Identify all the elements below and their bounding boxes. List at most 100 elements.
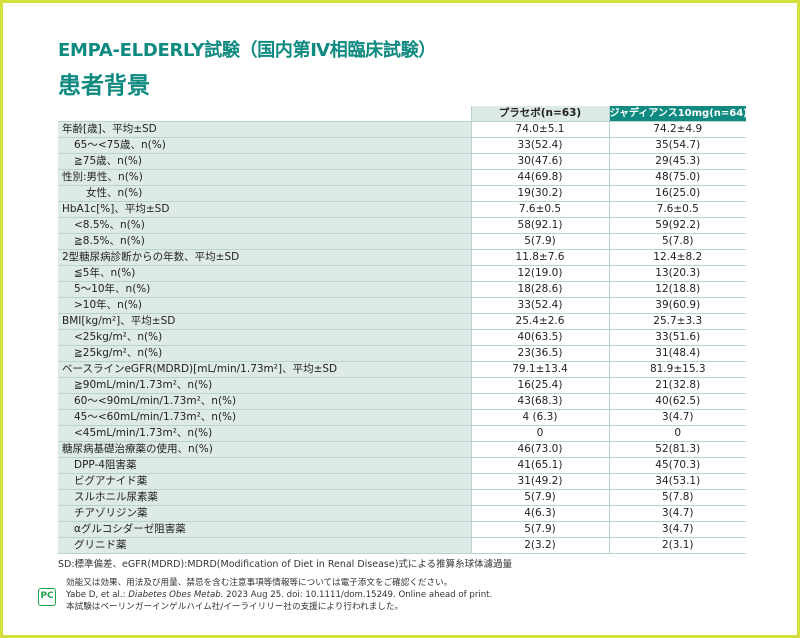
row-label: 糖尿病基礎治療薬の使用、n(%) <box>58 441 471 458</box>
jardiance-value: 33(51.6) <box>608 329 746 346</box>
jardiance-value: 12.4±8.2 <box>608 249 746 266</box>
table-row: ≧8.5%、n(%) 5(7.9) 5(7.8) <box>58 233 746 250</box>
placebo-value: 46(73.0) <box>470 441 609 458</box>
row-label: ≦5年、n(%) <box>58 265 471 282</box>
row-label: チアゾリジン薬 <box>58 505 471 522</box>
table-row: αグルコシダーゼ阻害薬 5(7.9) 3(4.7) <box>58 521 746 538</box>
placebo-value: 79.1±13.4 <box>470 361 609 378</box>
reference-line-3: 本試験はベーリンガーインゲルハイム社/イーライリリー社の支援により行われました。 <box>66 602 404 612</box>
row-label: 60～<90mL/min/1.73m²、n(%) <box>58 393 471 410</box>
table-row: 45～<60mL/min/1.73m²、n(%) 4 (6.3) 3(4.7) <box>58 409 746 426</box>
table-row: <45mL/min/1.73m²、n(%) 0 0 <box>58 425 746 442</box>
placebo-value: 12(19.0) <box>470 265 609 282</box>
placebo-value: 23(36.5) <box>470 345 609 362</box>
row-label: 年齢[歳]、平均±SD <box>58 121 471 138</box>
row-label: BMI[kg/m²]、平均±SD <box>58 313 471 330</box>
row-label: 5～10年、n(%) <box>58 281 471 298</box>
table-row: <8.5%、n(%) 58(92.1) 59(92.2) <box>58 217 746 234</box>
row-label: ≧75歳、n(%) <box>58 153 471 170</box>
table-row: スルホニル尿素薬 5(7.9) 5(7.8) <box>58 489 746 506</box>
jardiance-value: 81.9±15.3 <box>608 361 746 378</box>
baseline-table: プラセボ(n=63) ジャディアンス10mg(n=64) 年齢[歳]、平均±SD… <box>58 106 746 554</box>
placebo-value: 19(30.2) <box>470 185 609 202</box>
reference-line-1: 効能又は効果、用法及び用量、禁忌を含む注意事項等情報等については電子添文をご確認… <box>66 578 453 588</box>
jardiance-value: 16(25.0) <box>608 185 746 202</box>
placebo-value: 2(3.2) <box>470 537 609 554</box>
row-label: >10年、n(%) <box>58 297 471 314</box>
row-label: HbA1c[%]、平均±SD <box>58 201 471 218</box>
jardiance-value: 45(70.3) <box>608 457 746 474</box>
placebo-value: 74.0±5.1 <box>470 121 609 138</box>
table-row: 5～10年、n(%) 18(28.6) 12(18.8) <box>58 281 746 298</box>
jardiance-value: 31(48.4) <box>608 345 746 362</box>
table-row: ≦5年、n(%) 12(19.0) 13(20.3) <box>58 265 746 282</box>
table-row: 女性、n(%) 19(30.2) 16(25.0) <box>58 185 746 202</box>
jardiance-value: 74.2±4.9 <box>608 121 746 138</box>
row-label: ビグアナイド薬 <box>58 473 471 490</box>
row-label: ≧25kg/m²、n(%) <box>58 345 471 362</box>
row-label: ≧90mL/min/1.73m²、n(%) <box>58 377 471 394</box>
row-label: <8.5%、n(%) <box>58 217 471 234</box>
table-row: 性別:男性、n(%) 44(69.8) 48(75.0) <box>58 169 746 186</box>
table-header-row: プラセボ(n=63) ジャディアンス10mg(n=64) <box>58 106 746 122</box>
jardiance-value: 3(4.7) <box>608 409 746 426</box>
table-row: ≧75歳、n(%) 30(47.6) 29(45.3) <box>58 153 746 170</box>
jardiance-value: 48(75.0) <box>608 169 746 186</box>
placebo-value: 30(47.6) <box>470 153 609 170</box>
jardiance-value: 35(54.7) <box>608 137 746 154</box>
row-label: 65～<75歳、n(%) <box>58 137 471 154</box>
placebo-value: 7.6±0.5 <box>470 201 609 218</box>
jardiance-value: 5(7.8) <box>608 489 746 506</box>
jardiance-value: 40(62.5) <box>608 393 746 410</box>
jardiance-value: 2(3.1) <box>608 537 746 554</box>
row-label: <25kg/m²、n(%) <box>58 329 471 346</box>
reference-journal: Diabetes Obes Metab. <box>128 590 224 600</box>
table-row: グリニド薬 2(3.2) 2(3.1) <box>58 537 746 554</box>
row-label: グリニド薬 <box>58 537 471 554</box>
placebo-value: 5(7.9) <box>470 233 609 250</box>
row-label: スルホニル尿素薬 <box>58 489 471 506</box>
reference-line-2: Yabe D, et al.: Diabetes Obes Metab. 202… <box>66 589 492 601</box>
header-blank <box>58 106 471 122</box>
jardiance-value: 3(4.7) <box>608 521 746 538</box>
placebo-value: 5(7.9) <box>470 489 609 506</box>
placebo-value: 44(69.8) <box>470 169 609 186</box>
jardiance-value: 52(81.3) <box>608 441 746 458</box>
placebo-value: 18(28.6) <box>470 281 609 298</box>
jardiance-value: 59(92.2) <box>608 217 746 234</box>
page-subtitle: 患者背景 <box>58 73 150 99</box>
table-row: ビグアナイド薬 31(49.2) 34(53.1) <box>58 473 746 490</box>
table-row: ベースラインeGFR(MDRD)[mL/min/1.73m²]、平均±SD 79.… <box>58 361 746 378</box>
jardiance-value: 12(18.8) <box>608 281 746 298</box>
placebo-value: 4 (6.3) <box>470 409 609 426</box>
jardiance-value: 29(45.3) <box>608 153 746 170</box>
jardiance-value: 39(60.9) <box>608 297 746 314</box>
table-row: 60～<90mL/min/1.73m²、n(%) 43(68.3) 40(62.5) <box>58 393 746 410</box>
jardiance-value: 0 <box>608 425 746 442</box>
table-row: 年齢[歳]、平均±SD 74.0±5.1 74.2±4.9 <box>58 121 746 138</box>
placebo-value: 4(6.3) <box>470 505 609 522</box>
page-title: EMPA-ELDERLY試験（国内第Ⅳ相臨床試験） <box>58 40 436 61</box>
reference-details: 2023 Aug 25. doi: 10.1111/dom.15249. Onl… <box>223 590 493 600</box>
table-row: BMI[kg/m²]、平均±SD 25.4±2.6 25.7±3.3 <box>58 313 746 330</box>
table-row: HbA1c[%]、平均±SD 7.6±0.5 7.6±0.5 <box>58 201 746 218</box>
jardiance-value: 3(4.7) <box>608 505 746 522</box>
reference-authors: Yabe D, et al.: <box>66 590 129 600</box>
placebo-value: 33(52.4) <box>470 137 609 154</box>
jardiance-value: 13(20.3) <box>608 265 746 282</box>
table-row: ≧25kg/m²、n(%) 23(36.5) 31(48.4) <box>58 345 746 362</box>
placebo-value: 25.4±2.6 <box>470 313 609 330</box>
table-row: チアゾリジン薬 4(6.3) 3(4.7) <box>58 505 746 522</box>
row-label: 2型糖尿病診断からの年数、平均±SD <box>58 249 471 266</box>
row-label: <45mL/min/1.73m²、n(%) <box>58 425 471 442</box>
jardiance-value: 25.7±3.3 <box>608 313 746 330</box>
table-row: 糖尿病基礎治療薬の使用、n(%) 46(73.0) 52(81.3) <box>58 441 746 458</box>
table-row: 65～<75歳、n(%) 33(52.4) 35(54.7) <box>58 137 746 154</box>
jardiance-value: 34(53.1) <box>608 473 746 490</box>
row-label: 性別:男性、n(%) <box>58 169 471 186</box>
header-placebo: プラセボ(n=63) <box>470 106 609 122</box>
placebo-value: 40(63.5) <box>470 329 609 346</box>
pc-logo-icon: PC <box>38 588 56 606</box>
jardiance-value: 21(32.8) <box>608 377 746 394</box>
